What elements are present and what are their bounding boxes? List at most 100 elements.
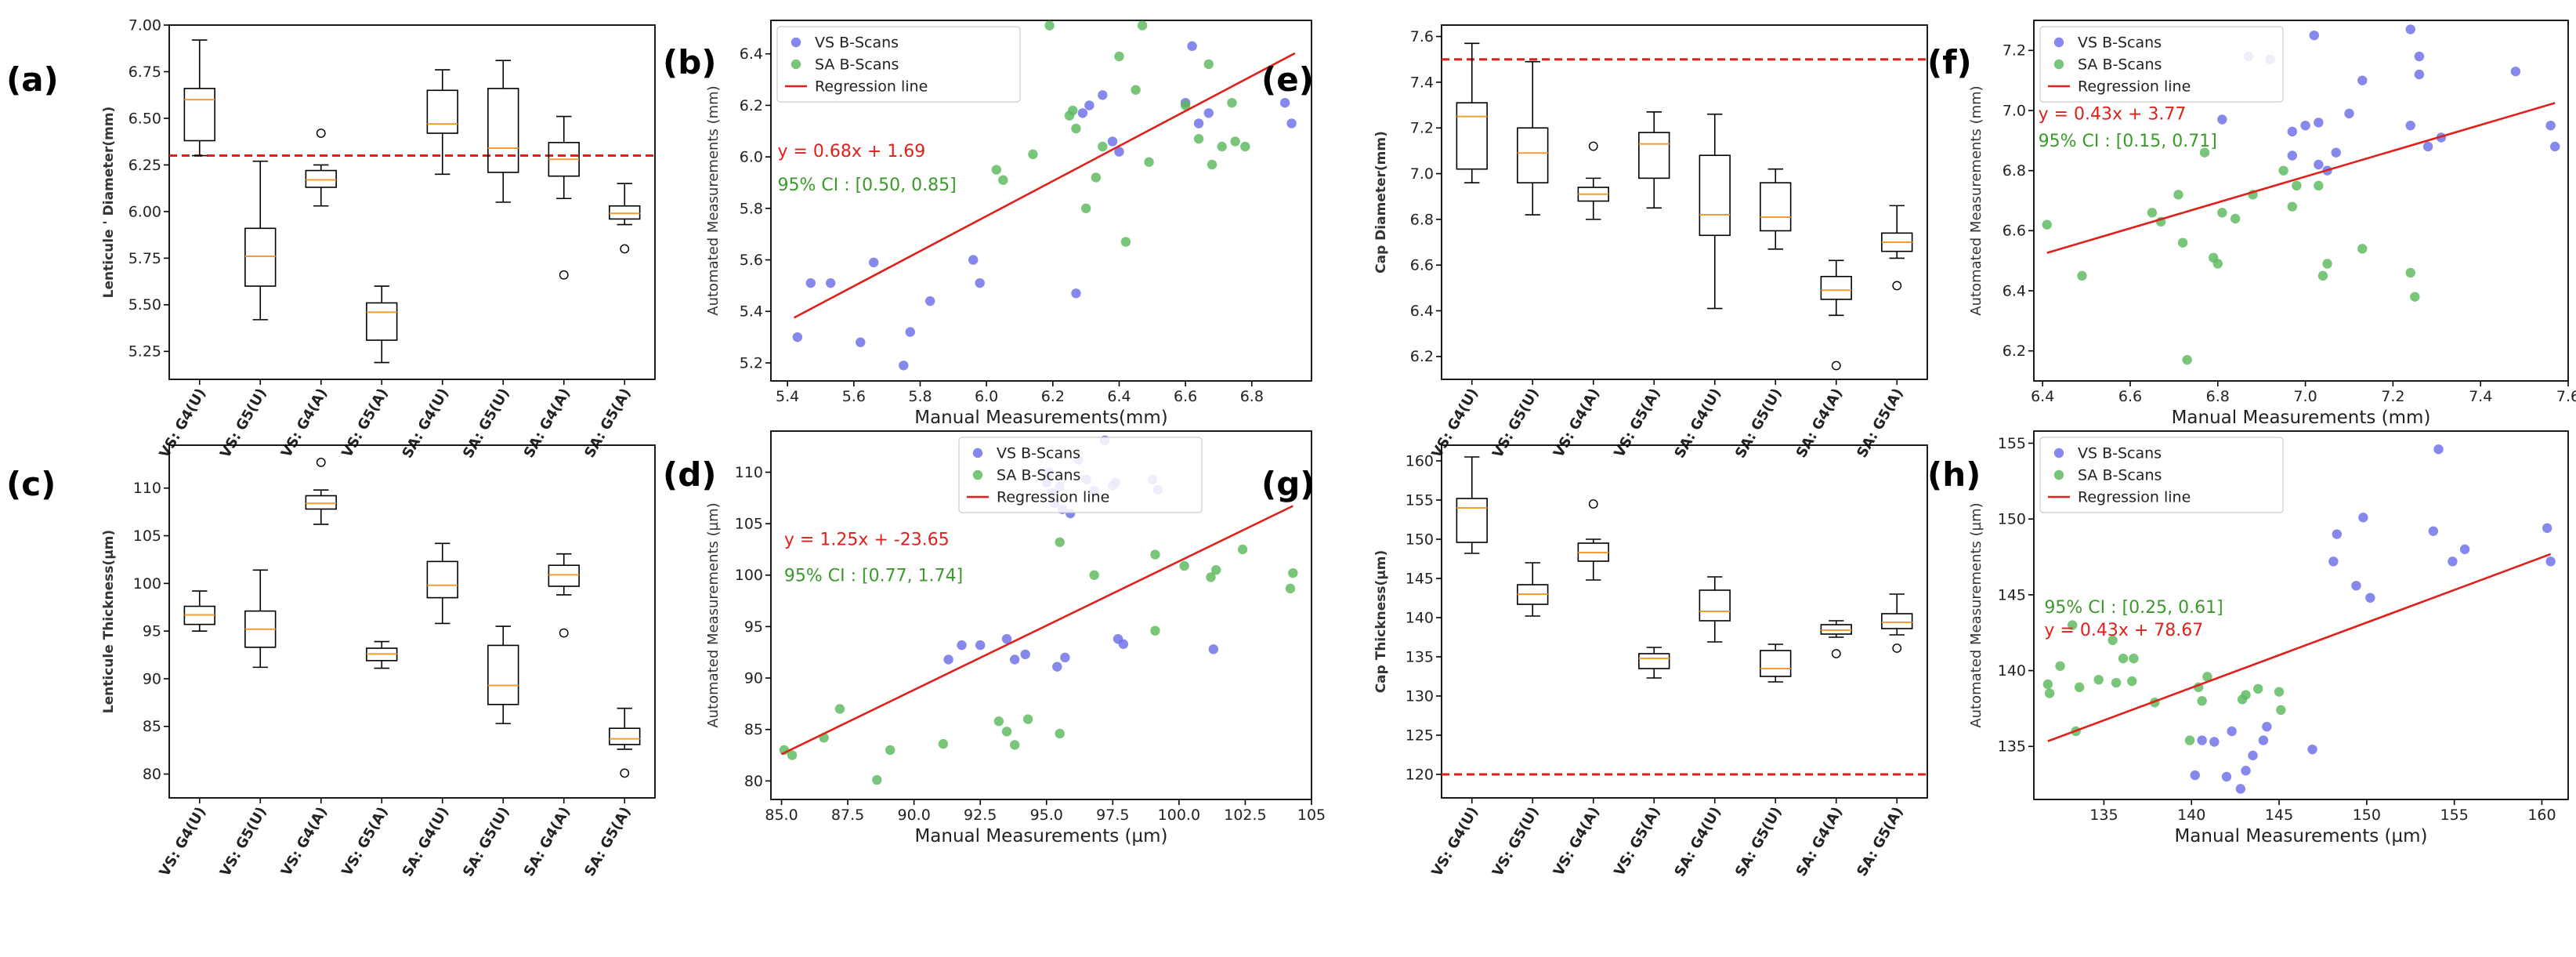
x-tick-label-d: 97.5 xyxy=(1096,807,1129,824)
y-tick-label-b: 6.2 xyxy=(740,97,763,114)
scatter-point xyxy=(869,257,879,268)
scatter-point xyxy=(1237,544,1248,555)
box-a-7 xyxy=(609,183,641,254)
x-tick-label-f: 7.0 xyxy=(2293,388,2317,405)
scatter-point xyxy=(1240,141,1250,152)
scatter-point xyxy=(2044,688,2055,698)
x-tick-label-f: 6.6 xyxy=(2118,388,2142,405)
figure-root: (a) 5.25 5.50 5.75 6.00 6.25 6.50 6.75 7.00 Lenti… xyxy=(6,16,2576,879)
box-body xyxy=(244,227,277,287)
scatter-point xyxy=(1001,727,1012,737)
x-tick-label-f: 6.4 xyxy=(2031,388,2054,405)
outlier-point xyxy=(1831,649,1841,658)
scatter-point xyxy=(2248,750,2258,761)
x-tick-label-h: 155 xyxy=(2440,807,2469,824)
x-tick-label-b: 5.6 xyxy=(842,388,866,405)
scatter-point xyxy=(872,774,882,785)
box-g-6 xyxy=(1820,620,1852,658)
x-tick-label-b: 6.0 xyxy=(975,388,998,405)
scatter-point xyxy=(1279,97,1290,108)
y-tick-label-h: 145 xyxy=(1998,586,2026,604)
y-axis-label-c: Lenticule Thickness(µm) xyxy=(101,530,117,713)
scatter-point xyxy=(2357,244,2368,254)
scatter-point xyxy=(2287,126,2298,137)
y-tick-label-f: 7.2 xyxy=(2003,42,2026,60)
x-tick-label-b: 5.8 xyxy=(908,388,932,405)
scatter-point xyxy=(1206,572,1216,582)
scatter-point xyxy=(1217,141,1227,152)
x-tick-label-d: 102.5 xyxy=(1224,807,1266,824)
annotation-h-1: y = 0.43x + 78.67 xyxy=(2044,621,2203,640)
box-body xyxy=(1760,182,1792,232)
scatter-point xyxy=(2358,513,2368,523)
box-body xyxy=(1456,102,1488,170)
box-c-1 xyxy=(244,569,277,669)
scatter-point xyxy=(2111,677,2122,688)
scatter-point xyxy=(1193,118,1204,129)
scatter-point xyxy=(1028,149,1038,160)
x-tick-label-f: 7.4 xyxy=(2469,388,2492,405)
scatter-point xyxy=(2314,159,2324,170)
outlier-point xyxy=(1892,643,1902,653)
scatter-point xyxy=(2241,766,2251,776)
box-body xyxy=(1638,653,1670,669)
y-tick-label-c: 100 xyxy=(133,575,161,593)
legend-h: VS B-Scans SA B-Scans Regression line xyxy=(2039,437,2284,513)
y-tick-label-c: 110 xyxy=(133,480,161,497)
scatter-point xyxy=(1114,147,1124,157)
y-tick-label-a: 6.00 xyxy=(128,203,161,220)
box-g-4 xyxy=(1699,576,1731,643)
scatter-point xyxy=(2278,165,2288,176)
annotation-b-0: y = 0.68x + 1.69 xyxy=(777,142,925,161)
scatter-point xyxy=(1211,565,1221,575)
legend-marker xyxy=(2053,59,2064,70)
scatter-point xyxy=(2147,208,2158,218)
plot-frame-b xyxy=(770,20,1312,382)
y-axis-label-g: Cap Thickness(µm) xyxy=(1373,550,1389,694)
legend-entry: VS B-Scans xyxy=(2078,445,2162,462)
scatter-point xyxy=(1207,159,1217,170)
scatter-point xyxy=(2287,150,2298,161)
box-a-2 xyxy=(305,129,337,207)
box-a-4 xyxy=(426,69,458,176)
y-axis-label-f: Automated Measurements (mm) xyxy=(1968,85,1984,315)
y-tick-label-h: 155 xyxy=(1998,435,2026,452)
scatter-point xyxy=(2510,66,2521,77)
scatter-point xyxy=(2197,735,2207,745)
panel-label-f: (f) xyxy=(1927,43,1972,82)
scatter-point xyxy=(1120,237,1131,247)
plot-frame-c xyxy=(168,444,656,799)
box-c-2 xyxy=(305,457,337,525)
panel-f: (f) 6.2 6.4 6.6 6.8 7.0 7.2 Automated Measureme… xyxy=(1927,20,2576,428)
scatter-point xyxy=(1071,123,1081,134)
y-tick-label-f: 6.4 xyxy=(2003,282,2026,299)
scatter-point xyxy=(2300,120,2310,131)
box-body xyxy=(305,169,337,188)
box-a-3 xyxy=(366,285,398,364)
y-tick-label-a: 6.50 xyxy=(128,110,161,127)
legend-entry: Regression line xyxy=(815,78,928,96)
scatter-point xyxy=(2258,735,2269,745)
box-body xyxy=(1517,127,1549,184)
legend-entry: VS B-Scans xyxy=(997,445,1080,462)
x-tick-label-h: 160 xyxy=(2527,807,2556,824)
annotation-d-0: y = 1.25x + -23.65 xyxy=(784,531,950,550)
y-tick-label-h: 135 xyxy=(1998,738,2026,756)
box-body xyxy=(426,89,458,134)
scatter-point xyxy=(2542,523,2552,533)
y-axis-label-h: Automated Measurements (µm) xyxy=(1968,502,1984,727)
x-tick-label-b: 6.2 xyxy=(1041,388,1065,405)
scatter-point xyxy=(2217,114,2227,125)
scatter-point xyxy=(1179,560,1189,571)
y-axis-label-d: Automated Measurements (µm) xyxy=(705,502,722,727)
series-b-1 xyxy=(991,20,1250,247)
scatter-point xyxy=(1137,20,1148,31)
series-h-1 xyxy=(2042,620,2286,745)
box-e-7 xyxy=(1881,205,1913,291)
scatter-point xyxy=(2365,593,2375,603)
box-e-4 xyxy=(1699,113,1731,310)
legend-marker xyxy=(791,59,801,70)
y-tick-label-f: 7.0 xyxy=(2003,102,2026,119)
scatter-point xyxy=(2199,147,2210,158)
y-tick-label-b: 6.0 xyxy=(740,149,763,166)
